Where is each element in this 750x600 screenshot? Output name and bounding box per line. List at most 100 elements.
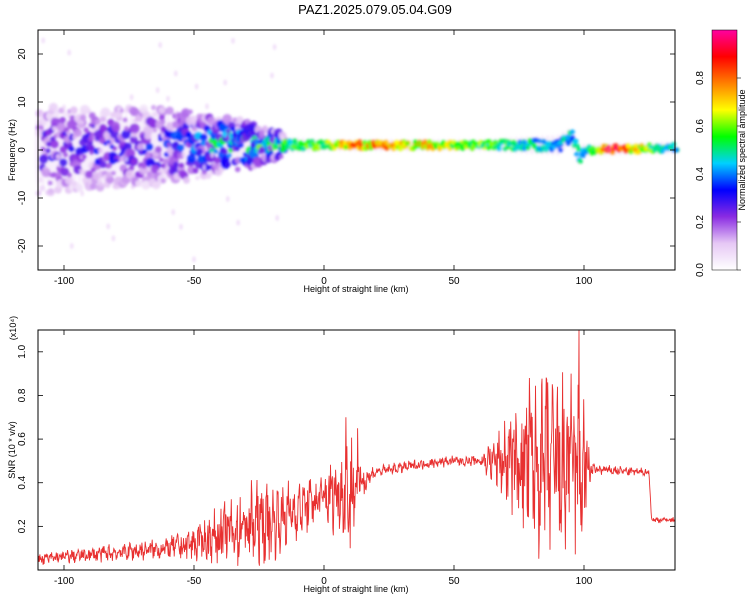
- spectrogram-x-tick-label: 0: [321, 276, 327, 287]
- spectrogram-cell: [112, 145, 118, 151]
- spectrogram-cell: [62, 111, 68, 117]
- spectrogram-cell: [51, 171, 58, 178]
- spectrogram-cell: [105, 172, 112, 178]
- spectrogram-cell: [551, 144, 557, 150]
- spectrogram-cell: [89, 150, 94, 155]
- spectrogram-cell: [70, 242, 74, 249]
- spectrogram-cell: [300, 146, 306, 152]
- snr-x-label: Height of straight line (km): [303, 584, 408, 594]
- spectrogram-cell: [196, 148, 203, 156]
- spectrogram-cell: [199, 133, 208, 142]
- spectrogram-cell: [202, 164, 207, 171]
- spectrogram-cell: [103, 141, 108, 146]
- spectrogram-cell: [144, 151, 153, 160]
- spectrogram-cell: [152, 111, 159, 118]
- spectrogram-cell: [234, 146, 240, 152]
- snr-panel: -100 -50 0 50 100 0.2 0.4 0.6 0.8 1.0 Height of …: [7, 316, 676, 594]
- spectrogram-cell: [35, 128, 44, 137]
- spectrogram-cell: [275, 214, 280, 221]
- spectrogram-cell: [130, 158, 138, 166]
- spectrogram-cell: [280, 134, 285, 141]
- snr-y-ticks: 0.2 0.4 0.6 0.8 1.0: [17, 344, 675, 533]
- spectrogram-cell: [205, 164, 212, 171]
- spectrogram-cell: [56, 122, 66, 132]
- spectrogram-cell: [174, 70, 178, 77]
- spectrogram-y-tick-label: 10: [17, 96, 28, 108]
- spectrogram-cell: [40, 119, 47, 126]
- spectrogram-cell: [64, 176, 74, 185]
- spectrogram-cell: [162, 158, 169, 165]
- chart-title: PAZ1.2025.079.05.04.G09: [298, 2, 452, 17]
- spectrogram-cell: [160, 126, 167, 132]
- snr-x-tick-label: 0: [321, 576, 327, 587]
- spectrogram-cell: [160, 178, 166, 184]
- spectrogram-cell: [165, 106, 174, 115]
- colorbar: 0.0 0.2 0.4 0.6 0.8 Normalized spectral ampl…: [695, 29, 747, 277]
- spectrogram-cell: [192, 167, 199, 174]
- spectrogram-cell: [87, 109, 92, 114]
- spectrogram-cell: [574, 151, 580, 157]
- spectrogram-cell: [166, 95, 170, 102]
- colorbar-tick-label: 0.2: [695, 215, 706, 229]
- spectrogram-cell: [38, 154, 49, 164]
- spectrogram-cell: [496, 146, 502, 152]
- spectrogram-cell: [80, 190, 84, 197]
- snr-x-ticks: -100 -50 0 50 100: [54, 330, 593, 587]
- spectrogram-cell: [84, 170, 93, 179]
- spectrogram-cell: [576, 146, 582, 152]
- spectrogram-cell: [95, 119, 101, 125]
- spectrogram-cell: [205, 103, 209, 110]
- spectrogram-cell: [38, 176, 43, 183]
- spectrogram-cell: [176, 144, 185, 152]
- spectrogram-cell: [181, 108, 191, 118]
- spectrogram-cell: [99, 123, 107, 132]
- spectrogram-cell: [200, 139, 207, 147]
- spectrogram-cell: [143, 125, 153, 136]
- spectrogram-cell: [660, 148, 666, 154]
- spectrogram-cell: [626, 143, 632, 149]
- spectrogram-cell: [545, 140, 551, 147]
- spectrogram-cell: [114, 158, 119, 163]
- spectrogram-cell: [54, 109, 60, 114]
- spectrogram-cell: [73, 128, 82, 137]
- spectrogram-cell: [79, 114, 87, 121]
- spectrogram-cell: [62, 152, 69, 158]
- spectrogram-cell: [45, 147, 51, 154]
- spectrogram-cell: [222, 148, 228, 155]
- spectrogram-cell: [83, 127, 89, 133]
- spectrogram-cell: [158, 106, 166, 114]
- spectrogram-cell: [154, 146, 162, 153]
- spectrogram-cell: [123, 142, 133, 151]
- spectrogram-cell: [469, 146, 475, 152]
- snr-y-tick-label: 1.0: [17, 344, 28, 358]
- spectrogram-cell: [79, 104, 90, 115]
- colorbar-gradient: [712, 30, 737, 270]
- spectrogram-cell: [669, 142, 676, 148]
- spectrogram-cell: [152, 128, 157, 133]
- spectrogram-cell: [158, 157, 164, 163]
- spectrogram-cell: [236, 116, 244, 124]
- spectrogram-cell: [178, 162, 185, 169]
- spectrogram-cell: [111, 170, 116, 176]
- spectrogram-image: [35, 37, 680, 263]
- snr-x-tick-label: -100: [54, 576, 74, 587]
- spectrogram-cell: [171, 166, 180, 175]
- snr-series-line: [37, 329, 676, 566]
- spectrogram-cell: [412, 139, 418, 145]
- spectrogram-cell: [221, 155, 230, 164]
- spectrogram-cell: [48, 188, 54, 194]
- colorbar-label: Normalized spectral amplitude: [737, 89, 747, 210]
- spectrogram-cell: [106, 223, 110, 230]
- spectrogram-cell: [234, 166, 241, 173]
- spectrogram-cell: [99, 116, 107, 123]
- spectrogram-cell: [192, 256, 196, 263]
- spectrogram-cell: [128, 165, 135, 172]
- spectrogram-cell: [50, 140, 59, 149]
- spectrogram-cell: [278, 154, 284, 159]
- snr-x-tick-label: 100: [576, 576, 593, 587]
- spectrogram-x-tick-label: 100: [576, 276, 593, 287]
- spectrogram-cell: [74, 183, 84, 193]
- spectrogram-cell: [181, 151, 186, 158]
